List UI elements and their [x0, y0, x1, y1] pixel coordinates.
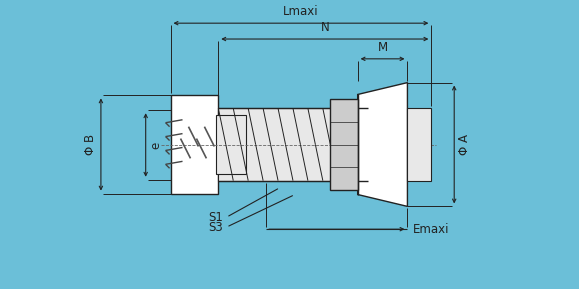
- Polygon shape: [358, 83, 408, 206]
- Bar: [171, 95, 218, 194]
- Text: e: e: [149, 141, 162, 149]
- Text: Φ B: Φ B: [85, 134, 97, 155]
- Text: S3: S3: [208, 221, 223, 234]
- Bar: [408, 108, 431, 181]
- Text: Φ A: Φ A: [457, 134, 471, 155]
- Text: Lmaxi: Lmaxi: [283, 5, 319, 18]
- Bar: [217, 115, 246, 174]
- Text: S1: S1: [208, 211, 223, 224]
- Bar: [218, 108, 368, 181]
- Bar: [330, 99, 358, 190]
- Text: M: M: [378, 41, 387, 54]
- Text: N: N: [320, 21, 329, 34]
- Text: Emaxi: Emaxi: [412, 223, 449, 236]
